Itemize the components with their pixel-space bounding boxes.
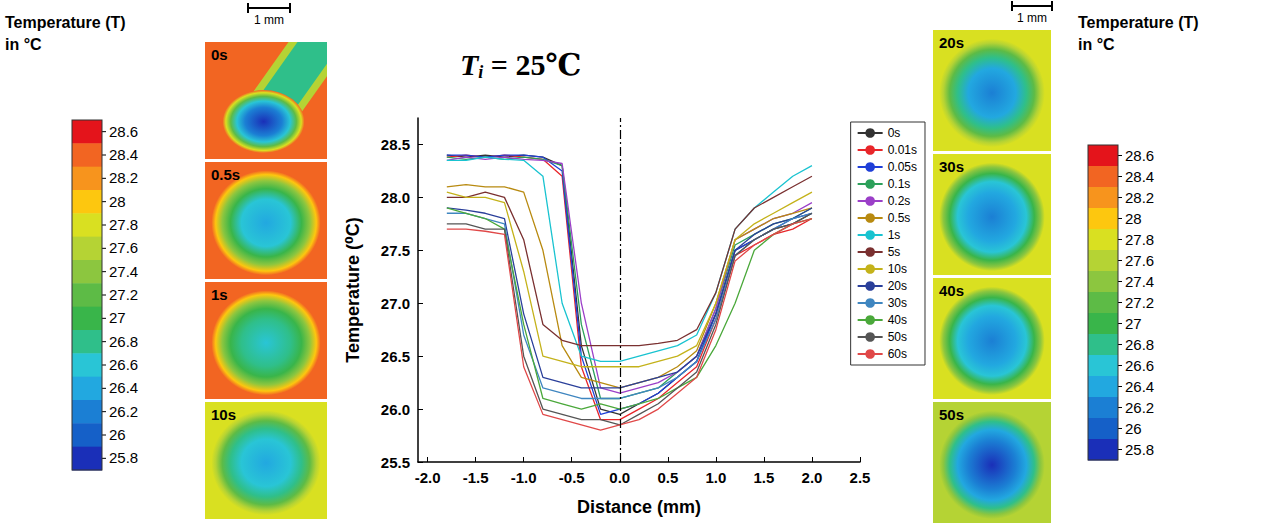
svg-text:30s: 30s [939,158,964,175]
svg-text:26.6: 26.6 [1125,357,1154,374]
svg-text:26.8: 26.8 [109,333,138,350]
svg-text:0.5: 0.5 [657,469,678,486]
svg-text:50s: 50s [939,406,964,423]
svg-text:5s: 5s [888,245,901,259]
svg-text:40s: 40s [888,313,907,327]
svg-text:0.1s: 0.1s [888,177,911,191]
svg-text:1 mm: 1 mm [254,13,284,27]
svg-text:Temperature (T): Temperature (T) [1078,14,1199,31]
svg-text:0.2s: 0.2s [888,194,911,208]
svg-text:26: 26 [109,426,126,443]
svg-text:30s: 30s [888,296,907,310]
svg-text:T: T [460,48,480,81]
svg-text:Distance (mm): Distance (mm) [577,497,701,517]
svg-text:-1.0: -1.0 [511,469,537,486]
svg-text:27.0: 27.0 [381,295,410,312]
svg-text:2.5: 2.5 [850,469,871,486]
svg-text:2.0: 2.0 [802,469,823,486]
svg-text:27.2: 27.2 [1125,294,1154,311]
svg-text:50s: 50s [888,330,907,344]
svg-text:28.4: 28.4 [1125,168,1154,185]
svg-text:28.4: 28.4 [109,146,138,163]
svg-text:1 mm: 1 mm [1017,11,1047,25]
svg-text:27.4: 27.4 [1125,273,1154,290]
svg-text:= 25℃: = 25℃ [483,48,581,81]
svg-text:0.0: 0.0 [609,469,630,486]
svg-text:20s: 20s [939,34,964,51]
svg-text:20s: 20s [888,279,907,293]
svg-text:0.5s: 0.5s [888,211,911,225]
svg-text:28: 28 [1125,210,1142,227]
svg-text:26.4: 26.4 [109,379,138,396]
svg-text:0.5s: 0.5s [211,166,240,183]
svg-text:28.2: 28.2 [1125,189,1154,206]
svg-text:26.4: 26.4 [1125,378,1154,395]
svg-text:in °C: in °C [5,36,42,53]
svg-text:26.2: 26.2 [109,403,138,420]
svg-text:27.5: 27.5 [381,242,410,259]
svg-text:26.6: 26.6 [109,356,138,373]
svg-text:Temperature (T): Temperature (T) [5,14,126,31]
svg-text:27.8: 27.8 [109,216,138,233]
svg-text:25.8: 25.8 [109,449,138,466]
svg-text:60s: 60s [888,347,907,361]
svg-text:28.6: 28.6 [109,123,138,140]
svg-text:0s: 0s [211,46,228,63]
svg-text:27.4: 27.4 [109,263,138,280]
svg-text:26.0: 26.0 [381,401,410,418]
svg-text:1s: 1s [888,228,901,242]
svg-text:10s: 10s [888,262,907,276]
svg-text:28: 28 [109,193,126,210]
svg-text:26.8: 26.8 [1125,336,1154,353]
svg-text:Temperature (⁰C): Temperature (⁰C) [343,217,363,363]
svg-text:27.8: 27.8 [1125,231,1154,248]
svg-text:27.6: 27.6 [1125,252,1154,269]
svg-text:28.5: 28.5 [381,136,410,153]
svg-text:25.5: 25.5 [381,454,410,471]
svg-text:1s: 1s [211,286,228,303]
svg-text:26.5: 26.5 [381,348,410,365]
svg-text:-0.5: -0.5 [559,469,585,486]
svg-text:25.8: 25.8 [1125,441,1154,458]
svg-text:27.6: 27.6 [109,239,138,256]
svg-text:10s: 10s [211,406,236,423]
svg-text:26: 26 [1125,420,1142,437]
svg-text:in °C: in °C [1078,36,1115,53]
svg-text:28.0: 28.0 [381,189,410,206]
svg-text:27: 27 [1125,315,1142,332]
svg-text:40s: 40s [939,282,964,299]
svg-text:27.2: 27.2 [109,286,138,303]
svg-text:i: i [478,62,484,82]
svg-text:1.5: 1.5 [753,469,774,486]
svg-text:28.2: 28.2 [109,169,138,186]
svg-text:27: 27 [109,309,126,326]
svg-text:0.05s: 0.05s [888,160,917,174]
svg-text:0s: 0s [888,126,901,140]
svg-text:0.01s: 0.01s [888,143,917,157]
svg-text:-2.0: -2.0 [415,469,441,486]
svg-text:-1.5: -1.5 [463,469,489,486]
svg-text:26.2: 26.2 [1125,399,1154,416]
svg-text:28.6: 28.6 [1125,147,1154,164]
svg-text:1.0: 1.0 [705,469,726,486]
